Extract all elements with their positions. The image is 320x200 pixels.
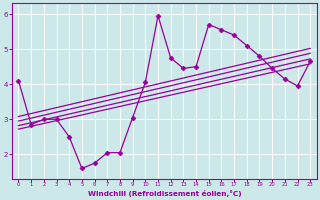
X-axis label: Windchill (Refroidissement éolien,°C): Windchill (Refroidissement éolien,°C) bbox=[88, 190, 241, 197]
